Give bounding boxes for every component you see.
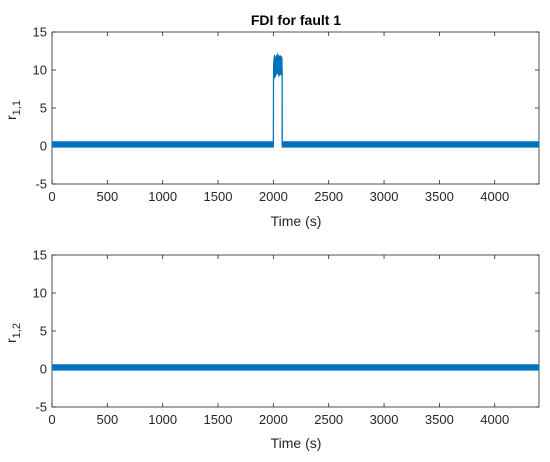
- y-tick-label: 0: [40, 139, 47, 154]
- series-2: [51, 364, 540, 371]
- y-tick-label: 5: [40, 101, 47, 116]
- series-band: [51, 52, 540, 148]
- x-tick-label: 2000: [259, 189, 288, 204]
- x-tick-label: 1000: [148, 189, 177, 204]
- y-axis-2: -5 0 5 10 15: [33, 248, 539, 415]
- y-tick-label: 15: [33, 248, 47, 263]
- x-tick-label: 3000: [370, 189, 399, 204]
- y-tick-label: 10: [33, 286, 47, 301]
- y-axis-label-subscript: 1,1: [11, 100, 23, 115]
- x-tick-label: 0: [48, 412, 55, 427]
- y-axis-label-main: r: [3, 338, 19, 343]
- series-line: [52, 61, 539, 146]
- x-tick-label: 4000: [480, 412, 509, 427]
- x-tick-label: 4000: [480, 189, 509, 204]
- y-axis-label: r1,2: [3, 323, 23, 343]
- y-tick-label: 15: [33, 25, 47, 40]
- y-axis-label-main: r: [3, 115, 19, 120]
- y-tick-label: 10: [33, 63, 47, 78]
- x-tick-label: 3500: [425, 189, 454, 204]
- x-axis-label: Time (s): [271, 435, 322, 451]
- chart-panel-2: 0 500 1000 1500 2000 2500 3000 3500 4000 -505101…: [3, 248, 540, 451]
- y-tick-label: -5: [35, 177, 47, 192]
- y-axis-1: -5 0 5 10 15: [33, 25, 539, 192]
- x-tick-label: 1500: [204, 189, 233, 204]
- x-tick-label: 0: [48, 189, 55, 204]
- y-tick-label: 5: [40, 324, 47, 339]
- x-axis-1: 0 500 1000 1500 2000 2500 3000 3500 4000: [48, 32, 509, 204]
- chart-panel-1: FDI for fault 1 0 500 1000 1500 2000 2500 3000…: [3, 12, 540, 229]
- x-tick-label: 2500: [314, 412, 343, 427]
- x-tick-label: 500: [96, 412, 118, 427]
- x-axis-label: Time (s): [271, 213, 322, 229]
- x-tick-label: 2000: [259, 412, 288, 427]
- x-tick-label: 500: [96, 189, 118, 204]
- y-axis-label: r1,1: [3, 100, 23, 120]
- y-axis-label-subscript: 1,2: [11, 323, 23, 338]
- x-axis-2: 0 500 1000 1500 2000 2500 3000 3500 4000: [48, 255, 509, 427]
- series-1: [51, 52, 540, 148]
- x-tick-label: 2500: [314, 189, 343, 204]
- x-tick-label: 3500: [425, 412, 454, 427]
- chart-title: FDI for fault 1: [251, 12, 341, 28]
- x-tick-label: 1500: [204, 412, 233, 427]
- x-tick-label: 3000: [370, 412, 399, 427]
- y-tick-label: 0: [40, 362, 47, 377]
- x-tick-label: 1000: [148, 412, 177, 427]
- y-tick-label: -5: [35, 400, 47, 415]
